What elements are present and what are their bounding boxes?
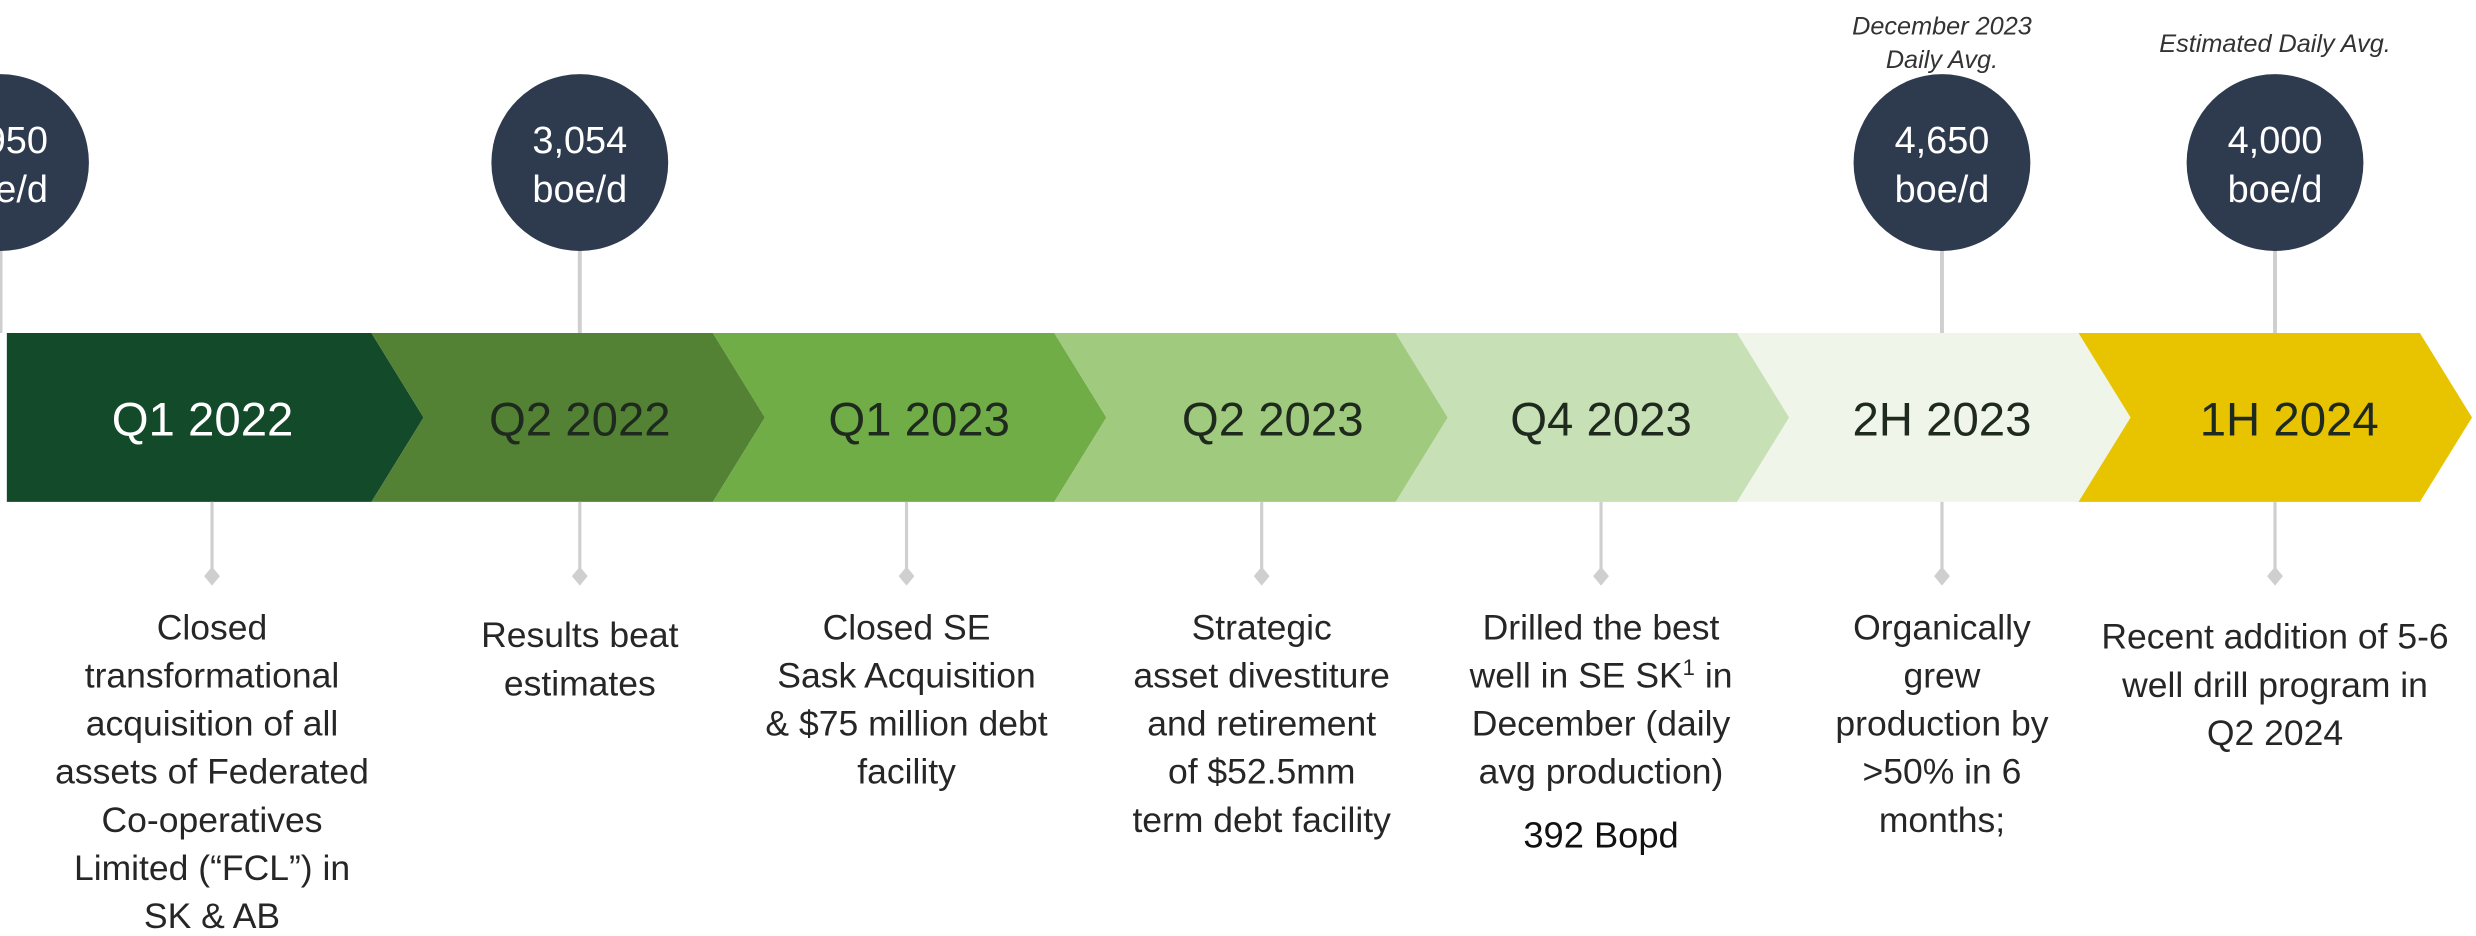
stem-diamond (1253, 566, 1270, 586)
description-line: Q2 2024 (2207, 713, 2343, 753)
description-line: & $75 million debt (765, 704, 1047, 744)
stage-chevron (1054, 333, 1448, 502)
description-line: >50% in 6 (1863, 752, 2022, 792)
bubble-value: 4,000 (2228, 120, 2323, 162)
description-line: Closed (157, 607, 268, 647)
description-line: Closed SE (823, 607, 991, 647)
description-line: acquisition of all (86, 704, 339, 744)
description-line: and retirement (1147, 704, 1376, 744)
bubble-caption: December 2023 (1852, 13, 2032, 41)
bubble-unit: boe/d (1895, 169, 1990, 211)
stem-diamond (2267, 566, 2283, 586)
stage-label: Q4 2023 (1510, 394, 1692, 447)
description-line: term debt facility (1132, 800, 1391, 840)
description-line: facility (857, 752, 956, 792)
description-line: avg production) (1479, 752, 1724, 792)
bubble-unit: boe/d (0, 169, 48, 211)
stage-label: 2H 2023 (1852, 394, 2031, 447)
description-line: production by (1835, 704, 2048, 744)
stage-label: Q1 2023 (828, 394, 1010, 447)
bubble (491, 74, 669, 251)
bubble-unit: boe/d (532, 169, 627, 211)
bubble-caption: Estimated Daily Avg. (2159, 30, 2391, 58)
stage-label: 1H 2024 (2200, 394, 2379, 447)
bubble (1853, 74, 2031, 251)
bubble-unit: boe/d (2228, 169, 2323, 211)
stage-chevron (2078, 333, 2473, 502)
description-line: asset divestiture (1133, 655, 1390, 695)
description-text: well in SE SK (1469, 655, 1683, 695)
bubble (2186, 74, 2364, 251)
description-line: Co-operatives (102, 800, 323, 840)
bubble-value: 3,054 (532, 120, 627, 162)
description-line: Results beat (481, 615, 678, 655)
stem-diamond (204, 566, 220, 586)
description-line: estimates (504, 663, 656, 703)
description-line: of $52.5mm (1168, 752, 1355, 792)
description-line: Sask Acquisition (777, 655, 1036, 695)
description-line: Limited (“FCL”) in (74, 848, 350, 888)
description-line: SK & AB (144, 896, 280, 936)
description-line: grew (1903, 655, 1980, 695)
description-line: Strategic (1192, 607, 1332, 647)
stem-diamond (1593, 566, 1609, 586)
stage-chevron (712, 333, 1107, 502)
description-line: Organically (1853, 607, 2031, 647)
stem-diamond (898, 566, 915, 586)
stage-chevron (371, 333, 765, 502)
description-line: December (daily (1472, 704, 1731, 744)
bubble (0, 74, 89, 251)
stage-label: Q2 2022 (489, 394, 671, 447)
stage-label: Q2 2023 (1182, 394, 1364, 447)
stage-chevron (1395, 333, 1790, 502)
description-line: well in SE SK1 in (1469, 655, 1733, 696)
bubble-value: 4,650 (1895, 120, 1990, 162)
description-line: months; (1879, 800, 2005, 840)
bubble-caption: Daily Avg. (1886, 46, 1998, 74)
description-text: in (1695, 655, 1733, 695)
description-line: transformational (85, 655, 340, 695)
highlight: 392 Bopd (1523, 815, 1678, 856)
description-line: Recent addition of 5-6 (2101, 617, 2448, 657)
description-line: Drilled the best (1483, 607, 1720, 647)
description-line: assets of Federated (55, 752, 369, 792)
description-line: well drill program in (2121, 665, 2428, 705)
stage-label: Q1 2022 (112, 394, 294, 447)
stage-chevron (1737, 333, 2131, 502)
stage-chevron (6, 333, 424, 502)
stem-diamond (1934, 566, 1950, 586)
bubble-value: 2,950 (0, 120, 48, 162)
stem-diamond (571, 566, 588, 586)
superscript: 1 (1683, 655, 1695, 680)
